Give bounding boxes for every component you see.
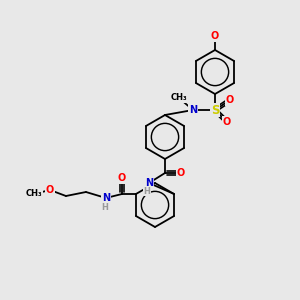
Text: CH₃: CH₃ — [26, 190, 42, 199]
Text: O: O — [177, 168, 185, 178]
Text: N: N — [145, 178, 153, 188]
Text: H: H — [144, 187, 150, 196]
Text: N: N — [102, 193, 110, 203]
Text: H: H — [101, 202, 108, 211]
Text: N: N — [189, 105, 197, 115]
Text: S: S — [211, 103, 219, 116]
Text: O: O — [226, 95, 234, 105]
Text: O: O — [46, 185, 54, 195]
Text: O: O — [211, 31, 219, 41]
Text: CH₃: CH₃ — [171, 94, 187, 103]
Text: O: O — [118, 173, 126, 183]
Text: O: O — [223, 117, 231, 127]
